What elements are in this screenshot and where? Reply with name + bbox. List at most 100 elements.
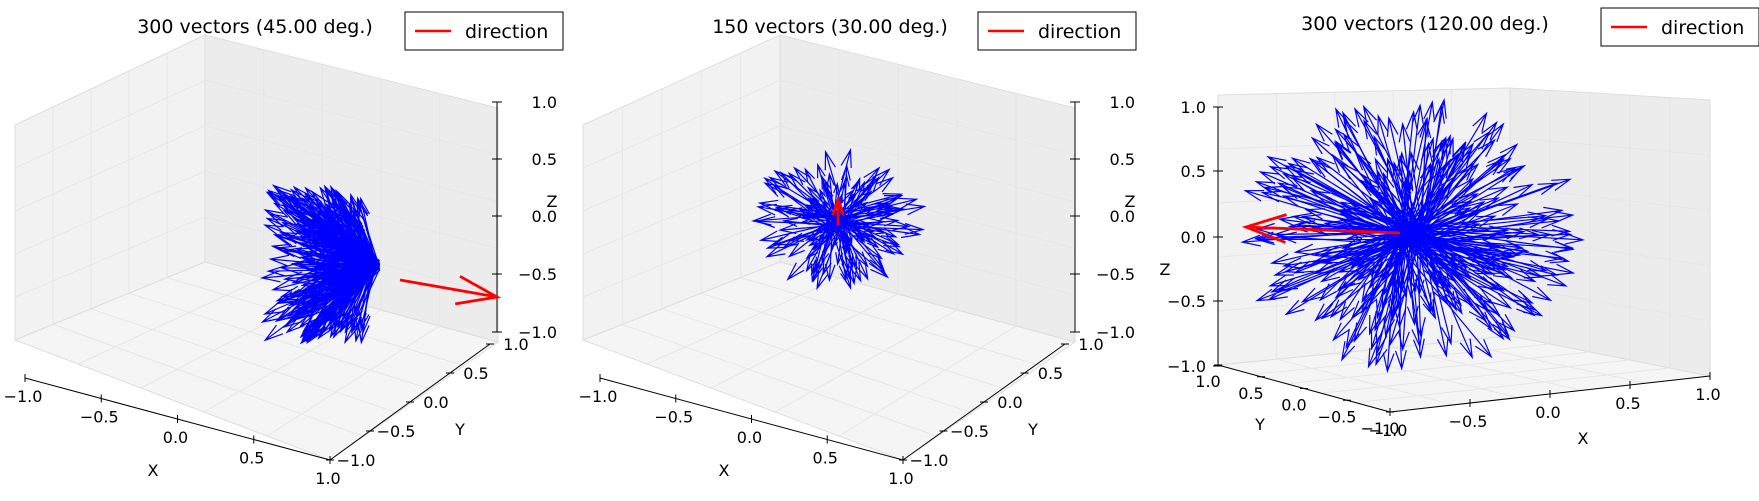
vector-arrow xyxy=(1370,240,1405,351)
vector-arrow xyxy=(302,259,377,300)
x-axis-label: X xyxy=(148,461,159,480)
vector-arrow xyxy=(804,167,830,215)
vector-arrow xyxy=(1318,224,1397,302)
z-tick-label: 1.0 xyxy=(532,93,557,112)
vector-arrow xyxy=(1341,110,1406,239)
x-tick-label: 0.5 xyxy=(813,449,838,468)
grid-line xyxy=(77,277,264,365)
y-tick-label: 1.0 xyxy=(1195,372,1220,391)
grid-line xyxy=(128,292,431,390)
grid-line xyxy=(140,293,323,389)
vector-arrow xyxy=(351,265,373,335)
x-tick-label: 0.0 xyxy=(1535,403,1560,422)
vector-field xyxy=(1240,97,1585,374)
y-tick-label: −1.0 xyxy=(1361,419,1400,438)
vector-arrow xyxy=(833,167,891,221)
y-tick-label: −0.5 xyxy=(950,422,989,441)
y-tick-label: −0.5 xyxy=(377,422,416,441)
z-axis-label: Z xyxy=(547,192,558,211)
vector-arrow xyxy=(763,182,838,224)
vector-arrow xyxy=(844,176,861,224)
z-tick-label: 0.5 xyxy=(1110,150,1135,169)
vector-arrow xyxy=(1281,195,1397,234)
vector-arrow xyxy=(1412,215,1497,244)
vector-arrow xyxy=(1383,229,1408,338)
vector-arrow xyxy=(772,207,829,220)
vector-arrow xyxy=(1421,238,1503,251)
z-tick-label: 0.0 xyxy=(1181,228,1206,247)
y-tick-label: 0.0 xyxy=(423,393,448,412)
vector-arrow xyxy=(321,211,371,271)
z-tick-label: −1.0 xyxy=(1096,323,1135,342)
vector-arrow xyxy=(1300,244,1400,303)
vector-field xyxy=(259,184,381,345)
y-tick-label: 1.0 xyxy=(1078,335,1103,354)
vector-arrow xyxy=(1398,121,1416,236)
z-tick-label: −0.5 xyxy=(1167,292,1206,311)
vector-arrow xyxy=(841,224,869,281)
vector-arrow xyxy=(1417,97,1447,243)
y-axis-label: Y xyxy=(1254,415,1265,434)
legend: direction xyxy=(404,11,564,51)
vector-arrow xyxy=(765,222,841,249)
grid-line xyxy=(1321,359,1631,394)
x-tick-label: 0.0 xyxy=(163,428,188,447)
vector-arrow xyxy=(763,177,831,228)
grid-line xyxy=(1276,358,1455,406)
z-tick-label: −1.0 xyxy=(1167,357,1206,376)
vector-arrow xyxy=(1266,155,1402,228)
grid-line xyxy=(1355,367,1671,404)
y-tick-label: 0.0 xyxy=(1281,396,1306,415)
vector-arrow xyxy=(1329,236,1402,319)
vector-arrow xyxy=(1332,236,1424,342)
z-tick-label: 1.0 xyxy=(1110,93,1135,112)
grid-line xyxy=(582,170,1076,255)
grid-line xyxy=(838,325,1017,437)
vector-arrow xyxy=(1281,173,1412,241)
vector-arrow xyxy=(332,261,375,339)
z-tick-label: 1.0 xyxy=(1181,98,1206,117)
legend-label: direction xyxy=(1038,21,1121,43)
vector-arrow xyxy=(1412,111,1488,238)
vector-arrow xyxy=(1313,240,1398,275)
x-tick-label: −1.0 xyxy=(1369,421,1408,440)
vector-arrow xyxy=(1268,165,1418,232)
vector-arrow xyxy=(804,206,836,221)
vector-arrow xyxy=(1399,241,1544,317)
vector-arrow xyxy=(817,162,833,215)
vector-arrow xyxy=(757,199,837,215)
vector-arrow xyxy=(1358,178,1420,228)
y-axis-label: Y xyxy=(454,420,465,439)
grid-line xyxy=(582,79,1076,169)
direction-arrow xyxy=(399,275,502,306)
vector-arrow xyxy=(812,222,834,283)
x-tick-label: 1.0 xyxy=(888,469,913,488)
chart-title: 300 vectors (45.00 deg.) xyxy=(137,16,373,38)
grid-line xyxy=(582,125,1076,212)
x-tick-label: −1.0 xyxy=(579,387,618,406)
x-axis-label: X xyxy=(719,461,730,480)
vector-arrow xyxy=(1353,241,1399,344)
grid-line xyxy=(710,293,899,389)
vector-arrow xyxy=(836,214,852,281)
x-axis-label: X xyxy=(1578,429,1589,448)
vector-arrow xyxy=(1409,161,1476,242)
chart-title: 300 vectors (120.00 deg.) xyxy=(1301,13,1549,35)
panel-3: −1.0 −0.5 0.0 0.5 1.0X1.00.50.0−0.5−1.0Y−1.0… xyxy=(1160,7,1759,448)
x-tick-label: 0.0 xyxy=(737,428,762,447)
vector-arrow xyxy=(1293,235,1408,256)
legend: direction xyxy=(977,11,1137,51)
vector-arrow xyxy=(263,224,379,270)
y-tick-label: 1.0 xyxy=(503,335,528,354)
x-tick-label: 1.0 xyxy=(1695,385,1720,404)
z-tick-label: 0.5 xyxy=(532,150,557,169)
z-tick-label: −1.0 xyxy=(518,323,557,342)
vector-arrow xyxy=(1377,113,1415,243)
z-axis-label: Z xyxy=(1160,260,1171,279)
vector-arrow xyxy=(1293,169,1423,237)
grid-line xyxy=(1217,285,1711,322)
x-tick-label: 0.5 xyxy=(1615,394,1640,413)
vector-arrow xyxy=(843,219,880,249)
vector-arrow xyxy=(827,225,890,279)
vector-arrow xyxy=(1424,211,1481,240)
